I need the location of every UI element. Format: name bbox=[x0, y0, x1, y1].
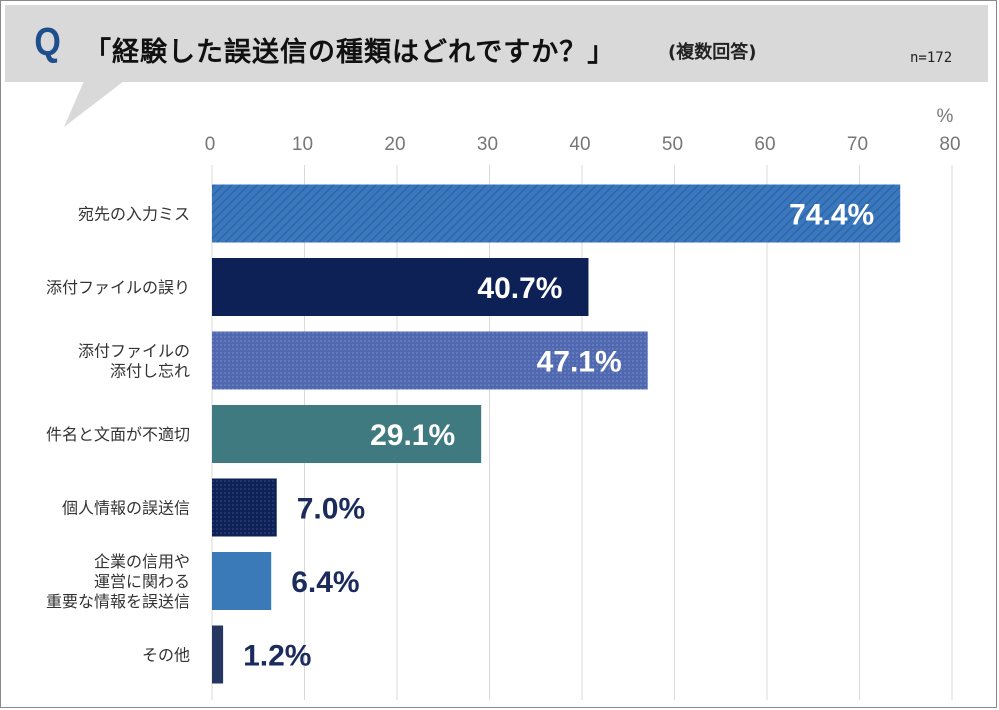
question-note: (複数回答) bbox=[668, 42, 757, 63]
x-tick-label: 70 bbox=[847, 134, 868, 155]
question-banner bbox=[5, 5, 988, 82]
value-label: 6.4% bbox=[291, 566, 359, 599]
x-axis-ticks: 0 10 20 30 40 50 60 70 80 bbox=[205, 134, 961, 155]
x-tick-label: 40 bbox=[569, 134, 590, 155]
category-label: 個人情報の誤送信 bbox=[62, 499, 190, 518]
category-label: 添付し忘れ bbox=[110, 362, 190, 381]
q-letter: Q bbox=[34, 20, 61, 64]
value-label: 74.4% bbox=[789, 199, 874, 232]
value-label: 1.2% bbox=[243, 640, 311, 673]
sample-size: n=172 bbox=[910, 50, 953, 66]
value-labels: 74.4% 40.7% 47.1% 29.1% 7.0% 6.4% 1.2% bbox=[243, 199, 874, 673]
value-label: 47.1% bbox=[537, 346, 622, 379]
category-label: 件名と文面が不適切 bbox=[46, 425, 190, 444]
unit-label: % bbox=[937, 106, 954, 127]
value-label: 7.0% bbox=[297, 493, 365, 526]
question-title: 「経験した誤送信の種類はどれですか？」 bbox=[84, 37, 616, 68]
bar bbox=[212, 331, 648, 390]
bar bbox=[212, 184, 901, 243]
category-label: 企業の信用や bbox=[94, 552, 190, 571]
speech-bubble-tail bbox=[64, 81, 124, 127]
category-label: 宛先の入力ミス bbox=[78, 205, 190, 224]
bar bbox=[212, 258, 589, 316]
x-tick-label: 50 bbox=[662, 134, 683, 155]
category-label: 添付ファイルの bbox=[78, 342, 190, 361]
bar bbox=[212, 478, 277, 537]
x-tick-label: 20 bbox=[384, 134, 405, 155]
x-tick-label: 60 bbox=[754, 134, 775, 155]
x-tick-label: 80 bbox=[939, 134, 960, 155]
category-label: 重要な情報を誤送信 bbox=[46, 592, 190, 611]
category-labels: 宛先の入力ミス添付ファイルの誤り添付ファイルの添付し忘れ件名と文面が不適切個人情… bbox=[46, 205, 190, 665]
category-label: 添付ファイルの誤り bbox=[46, 278, 190, 297]
value-label: 40.7% bbox=[477, 272, 562, 305]
x-tick-label: 0 bbox=[205, 134, 216, 155]
bar bbox=[212, 625, 224, 684]
category-label: 運営に関わる bbox=[94, 572, 190, 591]
x-tick-label: 10 bbox=[292, 134, 313, 155]
bar bbox=[212, 405, 482, 463]
bars bbox=[212, 184, 901, 684]
category-label: その他 bbox=[142, 646, 190, 665]
bar bbox=[212, 552, 272, 610]
x-tick-label: 30 bbox=[477, 134, 498, 155]
value-label: 29.1% bbox=[370, 419, 455, 452]
